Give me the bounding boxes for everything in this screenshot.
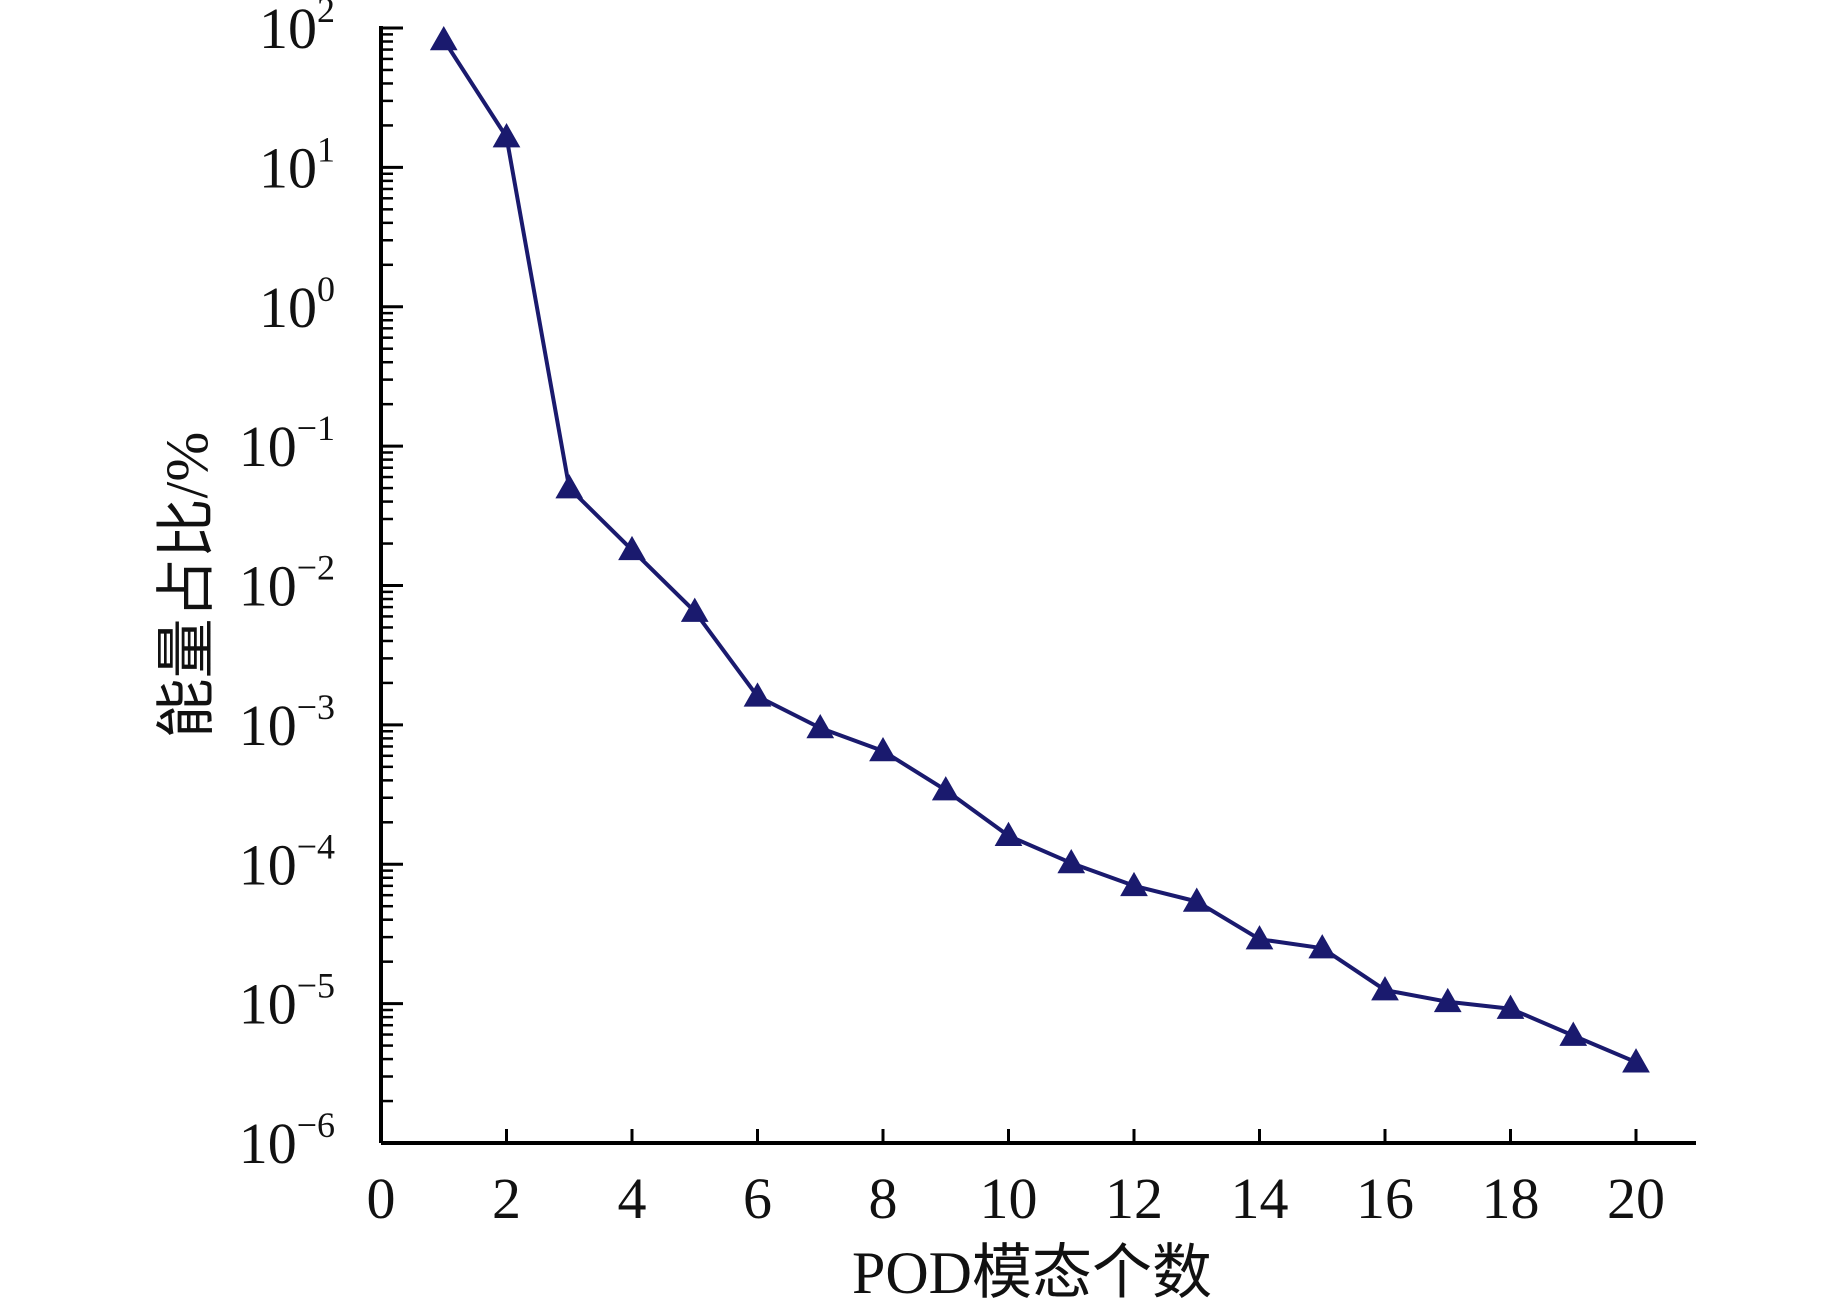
y-tick-label: 102 (259, 0, 335, 61)
x-tick-label: 18 (1482, 1166, 1540, 1231)
data-point (618, 535, 646, 561)
x-tick-label: 16 (1356, 1166, 1414, 1231)
y-tick-label: 100 (259, 269, 335, 340)
x-tick-label: 12 (1105, 1166, 1163, 1231)
x-tick-label: 2 (492, 1166, 521, 1231)
x-tick-label: 0 (367, 1166, 396, 1231)
data-point (1622, 1048, 1650, 1073)
y-tick-label: 10−2 (239, 548, 335, 619)
data-point (555, 474, 584, 499)
y-tick-label: 10−4 (239, 826, 335, 897)
data-point (1182, 887, 1211, 912)
data-point (869, 736, 897, 762)
series-layer (429, 26, 1650, 1073)
x-tick-label: 4 (618, 1166, 647, 1231)
tick-labels: 0 2 4 6 8 10 12 14 16 18 20 102 101 100 10−1 10−2 10−3 10… (239, 0, 1665, 1231)
data-point (994, 821, 1023, 847)
data-point (1245, 925, 1274, 950)
data-point (680, 597, 709, 622)
data-point (1559, 1021, 1588, 1046)
x-tick-label: 14 (1231, 1166, 1289, 1231)
y-tick-label: 10−6 (239, 1105, 335, 1176)
y-tick-label: 10−3 (239, 687, 335, 758)
x-tick-label: 10 (980, 1166, 1038, 1231)
data-point (806, 713, 835, 739)
data-point (1308, 934, 1337, 959)
data-point (1433, 987, 1462, 1013)
data-point (1120, 871, 1148, 897)
data-point (931, 776, 960, 801)
data-point (492, 123, 521, 148)
data-point (429, 26, 458, 51)
x-tick-label: 20 (1607, 1166, 1665, 1231)
x-axis-title: POD模态个数 (852, 1240, 1212, 1306)
data-point (1057, 849, 1086, 874)
data-point (743, 682, 772, 707)
x-tick-label: 6 (743, 1166, 772, 1231)
x-tick-label: 8 (869, 1166, 898, 1231)
y-tick-label: 10−1 (239, 408, 335, 479)
series-line (442, 38, 1637, 1065)
y-tick-label: 101 (259, 129, 335, 200)
axes (379, 26, 1696, 1145)
y-axis-title: 能量占比/% (154, 432, 220, 739)
major-ticks (379, 26, 1638, 1145)
data-point (1371, 976, 1399, 1001)
data-point (1496, 994, 1525, 1019)
y-tick-label: 10−5 (239, 966, 335, 1037)
